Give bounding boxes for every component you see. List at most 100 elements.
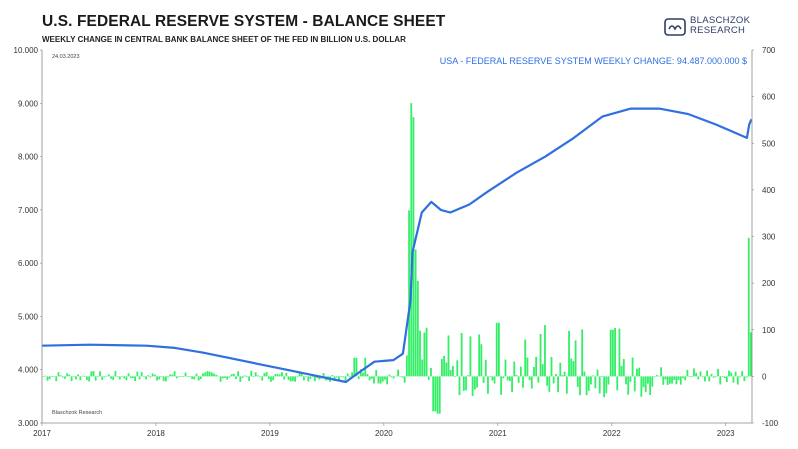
weekly-change-bar [77,374,80,377]
weekly-change-bar [186,376,189,377]
weekly-change-bar [204,372,207,377]
weekly-change-bar [741,371,744,377]
weekly-change-bar [171,374,174,377]
weekly-change-bar [158,376,161,380]
weekly-change-bar [592,375,595,377]
weekly-change-bar [162,376,165,381]
weekly-change-bar [657,375,660,377]
weekly-change-bar [292,376,294,382]
logo: BLASCHZOK RESEARCH [664,16,784,40]
weekly-change-bar [344,376,347,382]
weekly-change-bar [335,376,338,378]
weekly-change-bar [739,376,741,378]
weekly-change-bar [103,376,106,378]
weekly-change-bar [583,371,586,377]
weekly-change-bar [79,376,82,381]
weekly-change-bar [217,375,220,377]
weekly-change-bar [736,376,739,385]
weekly-change-bar [224,376,226,378]
weekly-change-bar [379,376,382,384]
weekly-change-bar [574,340,577,377]
weekly-change-bar [620,365,623,377]
weekly-change-bar [660,367,662,377]
weekly-change-bar [112,376,115,381]
weekly-change-bar [552,376,555,384]
weekly-change-bar [235,376,237,379]
y-right-tick-label: 0 [762,372,767,381]
weekly-change-bar [554,374,557,377]
weekly-change-bar [476,376,478,388]
weekly-change-bar [72,376,75,377]
bar-series-weekly-change [42,103,752,414]
weekly-change-bar [316,376,318,378]
weekly-change-bar [471,376,474,396]
weekly-change-bar [447,335,450,377]
weekly-change-bar [445,362,448,377]
weekly-change-bar [357,376,360,380]
weekly-change-bar [644,376,647,393]
weekly-change-bar [640,376,643,397]
weekly-change-bar [322,373,325,377]
weekly-change-bar [419,330,421,377]
weekly-change-bar [287,376,290,381]
weekly-change-bar [725,376,728,383]
weekly-change-bar [184,372,187,377]
weekly-change-bar [48,376,51,380]
weekly-change-bar [289,376,292,382]
weekly-change-bar [489,376,492,378]
weekly-change-bar [587,376,590,391]
weekly-change-bar [572,361,575,377]
weekly-change-bar [438,376,441,414]
weekly-change-bar [491,376,494,381]
weekly-change-bar [123,376,126,379]
weekly-change-bar [302,376,305,381]
weekly-change-bar [270,376,272,382]
weekly-change-bar [278,374,281,377]
weekly-change-bar [88,376,91,382]
weekly-change-bar [484,359,487,377]
weekly-change-bar [522,376,524,388]
weekly-change-bar [42,376,44,377]
weekly-change-bar [193,376,196,380]
weekly-change-bar [493,376,496,384]
weekly-change-bar [116,376,119,377]
weekly-change-bar [649,376,652,395]
weekly-change-bar [180,376,183,377]
weekly-change-bar [601,376,603,377]
weekly-change-bar [46,376,49,381]
weekly-change-bar [311,376,314,377]
weekly-change-bar [686,369,689,377]
weekly-change-bar [381,376,384,382]
weekly-change-bar [101,376,104,380]
weekly-change-bar [370,376,373,379]
weekly-change-bar [550,357,553,377]
y-right-tick-label: -100 [762,419,779,428]
y-left-tick-label: 4.000 [18,366,39,375]
weekly-change-bar [167,376,169,378]
weekly-change-bar [434,376,437,412]
weekly-change-bar [202,373,204,377]
weekly-change-bar [318,376,321,380]
weekly-change-bar [539,333,542,377]
weekly-change-bar [351,372,353,377]
weekly-change-bar [625,376,627,385]
weekly-change-bar [719,376,722,385]
weekly-change-bar [173,371,176,377]
weekly-change-bar [147,375,150,377]
weekly-change-bar [734,371,737,377]
weekly-change-bar [256,375,259,377]
date-annotation: 24.03.2023 [52,54,80,60]
weekly-change-bar [541,364,544,377]
weekly-change-bar [533,366,535,377]
weekly-change-bar [199,376,202,379]
weekly-change-bar [642,376,645,388]
weekly-change-bar [675,376,678,385]
y-right-tick-label: 600 [762,93,776,102]
weekly-change-bar [263,373,266,377]
weekly-change-bar [590,376,592,385]
y-right-tick-label: 300 [762,233,776,242]
weekly-change-bar [524,339,527,377]
weekly-change-bar [384,376,386,380]
weekly-change-bar [338,376,340,381]
weekly-change-bar [401,376,404,378]
